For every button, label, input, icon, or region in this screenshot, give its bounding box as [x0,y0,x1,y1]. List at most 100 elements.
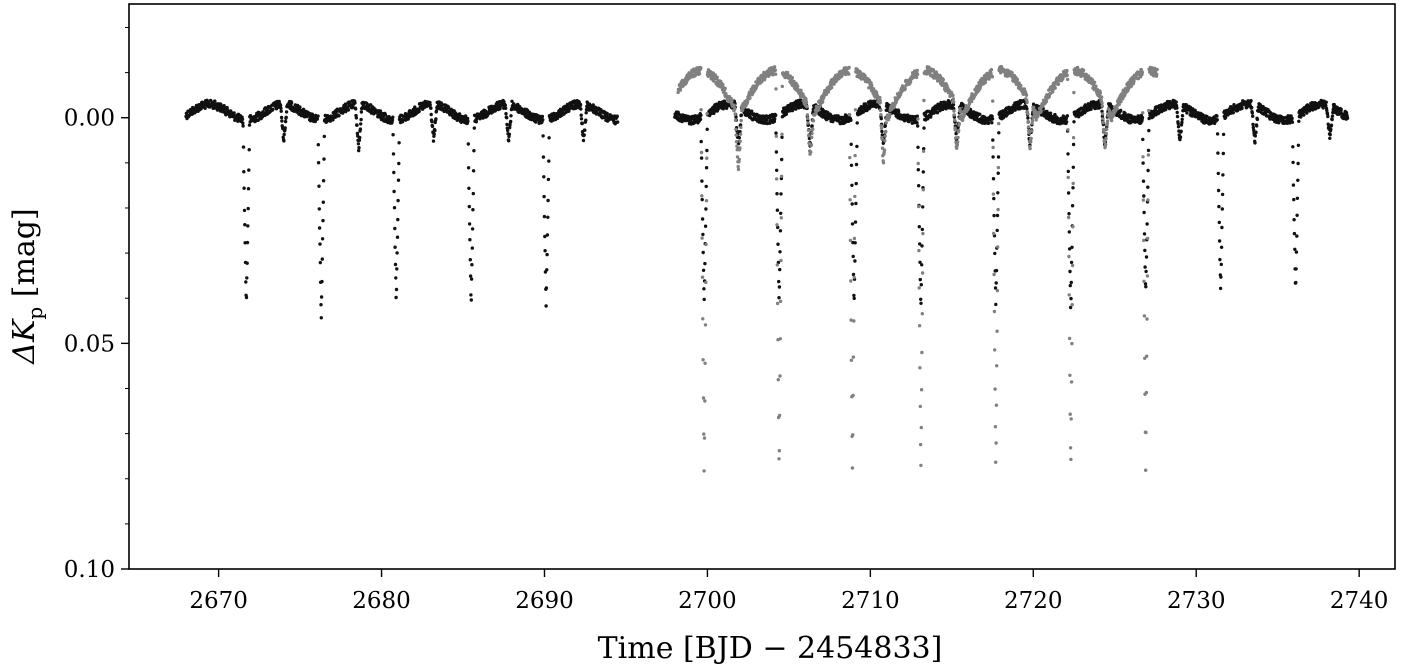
data-point [1032,105,1036,110]
data-point [469,298,473,302]
data-point [716,107,720,111]
data-point [1056,82,1061,86]
data-point [805,113,810,117]
data-point [301,107,306,112]
data-point [804,98,808,102]
data-point [579,107,583,111]
data-point [880,129,884,134]
data-point [1070,245,1074,249]
data-point [779,216,783,220]
data-point [393,245,397,249]
data-point [790,76,794,80]
data-point [431,139,436,143]
data-point [1220,207,1225,211]
data-point [735,155,740,159]
data-point [359,117,363,122]
data-point [703,323,708,327]
data-point [939,100,943,105]
data-point [703,399,707,403]
data-point [471,169,476,173]
data-point [1066,175,1070,180]
data-point [240,117,245,122]
data-point [1145,222,1149,226]
data-point [997,131,1001,135]
data-point [1072,120,1076,124]
data-point [1217,204,1221,209]
data-point [1176,121,1180,126]
data-point [806,128,811,132]
data-point [704,280,708,285]
data-point [775,223,779,227]
data-point [917,184,921,188]
data-point [676,90,680,95]
data-point [920,263,924,267]
data-point [322,157,326,161]
data-point [986,121,991,126]
data-point [591,103,595,107]
data-point [1219,245,1224,249]
data-point [952,100,956,104]
y-axis: 0.000.050.10 [64,26,129,583]
data-point [921,188,925,192]
data-point [1144,269,1148,274]
data-point [878,98,882,103]
data-point [1115,107,1119,111]
data-point [774,150,779,154]
data-point [1174,100,1178,104]
data-point [1069,296,1073,301]
data-point [469,293,473,297]
data-point [853,241,857,245]
data-point [246,187,251,191]
data-point [699,156,704,160]
data-point [721,107,725,111]
data-point [279,115,284,120]
data-point [935,111,940,115]
data-point [1067,247,1072,251]
data-point [1132,79,1136,83]
data-point [917,225,921,229]
data-point [748,96,752,100]
data-point [1250,111,1255,115]
data-point [1101,117,1105,121]
data-point [320,257,324,261]
data-point [1292,231,1297,236]
data-point [848,198,852,202]
data-point [203,106,207,111]
y-tick-label: 0.05 [64,331,115,357]
x-tick-label: 2710 [841,588,900,614]
data-point [963,112,967,116]
data-point [466,166,471,170]
data-point [1250,105,1254,110]
data-point [888,112,892,117]
data-point [922,126,926,130]
data-point [1019,84,1023,88]
data-point [855,121,859,125]
data-point [738,132,743,136]
data-point [429,106,433,110]
data-point [508,125,512,130]
data-point [542,175,546,179]
data-point [1180,120,1184,125]
data-point [847,65,851,70]
data-point [313,119,317,124]
data-point [1030,121,1034,126]
data-point [1220,192,1225,197]
data-point [470,227,475,231]
data-point [605,111,609,116]
data-point [509,114,513,118]
data-point [916,145,920,149]
data-point [780,157,784,162]
data-point [956,140,960,144]
data-point [394,295,398,300]
data-point [1180,114,1185,118]
data-point [321,218,325,223]
data-point [1324,100,1328,104]
data-point [1329,123,1334,127]
data-point [506,128,510,133]
data-point [321,200,325,204]
data-point [853,153,857,158]
data-point [1144,255,1149,259]
data-point [732,103,736,107]
data-point [990,121,994,125]
data-point [241,121,245,125]
